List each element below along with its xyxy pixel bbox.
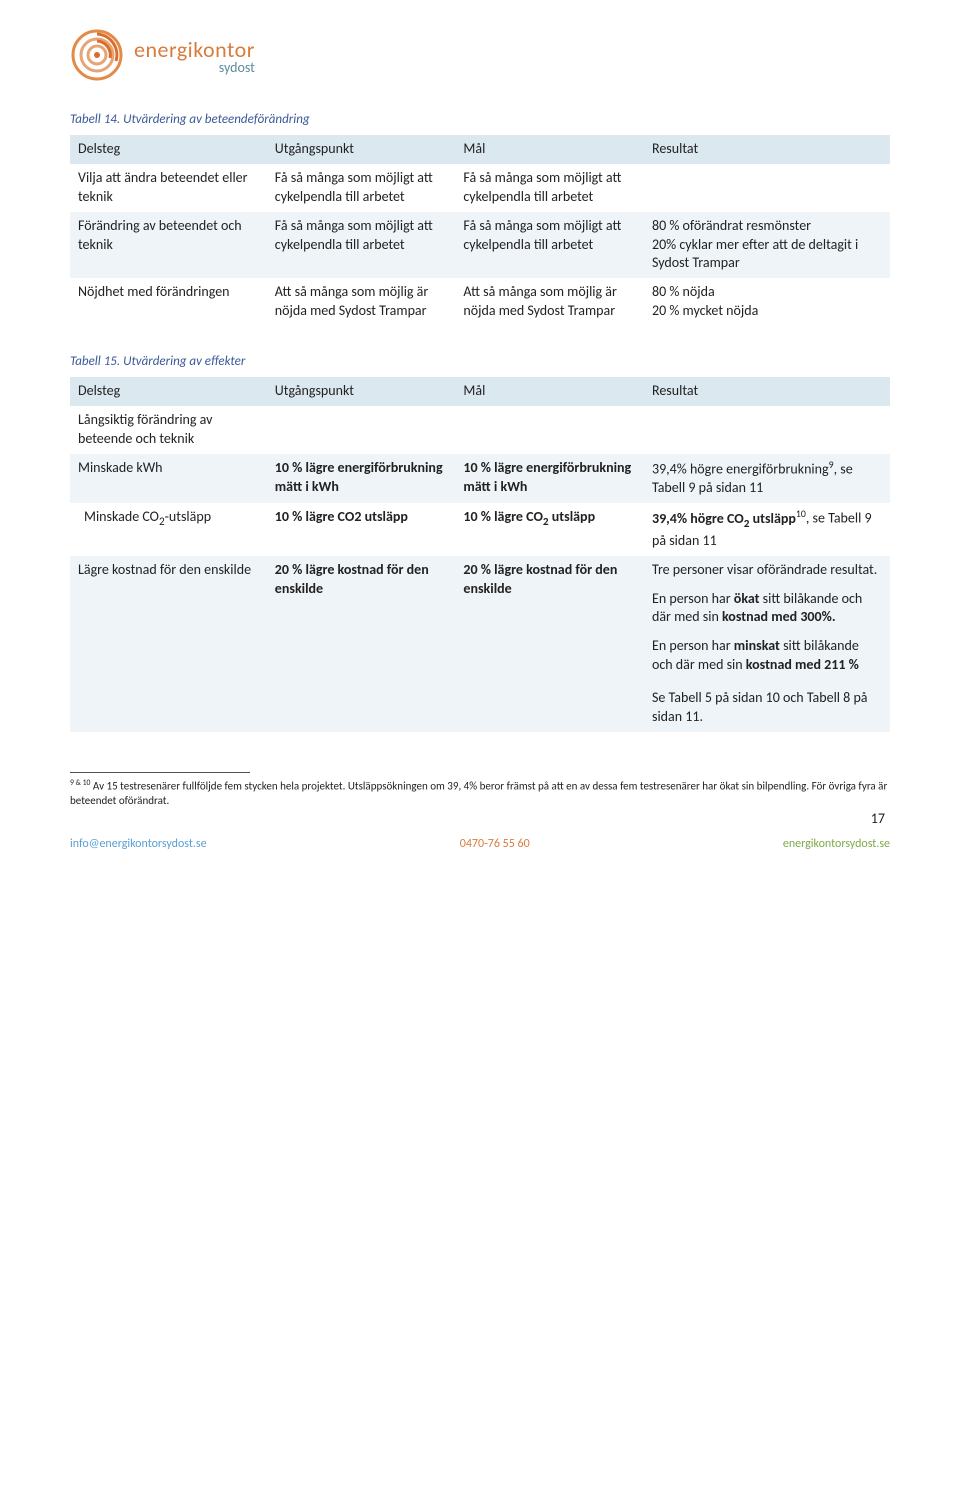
table-row: Nöjdhet med förändringen Att så många so… — [70, 278, 890, 326]
col-header: Delsteg — [70, 377, 267, 406]
cell: 20 % lägre kostnad för den enskilde — [455, 556, 644, 732]
cell: 80 % nöjda 20 % mycket nöjda — [644, 278, 890, 326]
footer-email: info@energikontorsydost.se — [70, 837, 207, 851]
table15: Delsteg Utgångspunkt Mål Resultat Långsi… — [70, 377, 890, 732]
cell: Lägre kostnad för den enskilde — [70, 556, 267, 732]
cell: 10 % lägre energiförbrukning mätt i kWh — [455, 454, 644, 503]
cell-text: 20 % lägre kostnad för den enskilde — [275, 561, 429, 597]
col-header: Mål — [455, 135, 644, 164]
cell-text: 39,4% högre energiförbrukning — [652, 460, 829, 477]
table15-caption: Tabell 15. Utvärdering av effekter — [70, 354, 890, 369]
table-row: Förändring av beteendet och teknik Få så… — [70, 212, 890, 279]
cell: Tre personer visar oförändrade resultat.… — [644, 556, 890, 732]
cell: Få så många som möjligt att cykelpendla … — [455, 164, 644, 212]
table-row: Vilja att ändra beteendet eller teknik F… — [70, 164, 890, 212]
logo-sub: sydost — [134, 61, 255, 75]
cell-text: 10 % lägre CO2 utsläpp — [275, 508, 408, 525]
cell-text: 20 % lägre kostnad för den enskilde — [463, 561, 617, 597]
cell: Att så många som möjlig är nöjda med Syd… — [455, 278, 644, 326]
cell: 80 % oförändrat resmönster 20% cyklar me… — [644, 212, 890, 279]
footnote-ref: 9 & 10 — [70, 779, 90, 788]
cell-text: 10 % lägre energiförbrukning mätt i kWh — [463, 459, 631, 495]
footnote-separator — [70, 772, 250, 773]
cell: 10 % lägre CO2 utsläpp — [267, 503, 456, 555]
cell-para: En person har minskat sitt bilåkande och… — [652, 637, 882, 675]
cell: Nöjdhet med förändringen — [70, 278, 267, 326]
cell-text: kostnad med 211 % — [746, 656, 859, 673]
cell-text: En person har — [652, 590, 734, 607]
cell: Få så många som möjligt att cykelpendla … — [267, 212, 456, 279]
cell: 10 % lägre CO2 utsläpp — [455, 503, 644, 555]
table-header-row: Delsteg Utgångspunkt Mål Resultat — [70, 377, 890, 406]
cell: Minskade kWh — [70, 454, 267, 503]
sup-ref: 10 — [796, 508, 806, 520]
col-header: Utgångspunkt — [267, 135, 456, 164]
footer-site: energikontorsydost.se — [783, 837, 890, 851]
cell: Att så många som möjlig är nöjda med Syd… — [267, 278, 456, 326]
cell-text: utsläpp — [749, 510, 796, 527]
col-header: Resultat — [644, 135, 890, 164]
table14-caption: Tabell 14. Utvärdering av beteendeföränd… — [70, 112, 890, 127]
cell: Vilja att ändra beteendet eller teknik — [70, 164, 267, 212]
cell: 10 % lägre energiförbrukning mätt i kWh — [267, 454, 456, 503]
logo-swirl-icon — [70, 28, 124, 82]
cell: Få så många som möjligt att cykelpendla … — [267, 164, 456, 212]
cell-text: ökat — [734, 590, 760, 607]
cell: 39,4% högre energiförbrukning9, se Tabel… — [644, 454, 890, 503]
cell-text: Minskade CO — [84, 508, 159, 525]
logo: energikontor sydost — [70, 28, 890, 82]
cell: Minskade CO2-utsläpp — [70, 503, 267, 555]
cell: 20 % lägre kostnad för den enskilde — [267, 556, 456, 732]
cell-para: Se Tabell 5 på sidan 10 och Tabell 8 på … — [652, 689, 882, 727]
cell — [644, 164, 890, 212]
table-row: Långsiktig förändring av beteende och te… — [70, 406, 890, 454]
cell-text: 39,4% högre CO — [652, 510, 744, 527]
col-header: Resultat — [644, 377, 890, 406]
col-header: Mål — [455, 377, 644, 406]
cell-text: 10 % lägre energiförbrukning mätt i kWh — [275, 459, 443, 495]
cell-text: En person har — [652, 637, 734, 654]
col-header: Delsteg — [70, 135, 267, 164]
footnote-text: Av 15 testresenärer fullföljde fem styck… — [70, 780, 887, 808]
table-row: Minskade CO2-utsläpp 10 % lägre CO2 utsl… — [70, 503, 890, 555]
cell: Långsiktig förändring av beteende och te… — [70, 406, 267, 454]
cell: Förändring av beteendet och teknik — [70, 212, 267, 279]
cell-text: utsläpp — [549, 508, 596, 525]
cell-text: kostnad med 300%. — [722, 608, 836, 625]
logo-text-wrap: energikontor sydost — [134, 36, 255, 75]
table-row: Minskade kWh 10 % lägre energiförbruknin… — [70, 454, 890, 503]
col-header: Utgångspunkt — [267, 377, 456, 406]
cell — [455, 406, 644, 454]
footer: info@energikontorsydost.se 0470-76 55 60… — [70, 837, 890, 851]
cell: 39,4% högre CO2 utsläpp10, se Tabell 9 p… — [644, 503, 890, 555]
cell — [267, 406, 456, 454]
footer-phone: 0470-76 55 60 — [460, 837, 530, 851]
table-header-row: Delsteg Utgångspunkt Mål Resultat — [70, 135, 890, 164]
cell: Få så många som möjligt att cykelpendla … — [455, 212, 644, 279]
cell — [644, 406, 890, 454]
table14: Delsteg Utgångspunkt Mål Resultat Vilja … — [70, 135, 890, 326]
table-row: Lägre kostnad för den enskilde 20 % lägr… — [70, 556, 890, 732]
cell-para: En person har ökat sitt bilåkande och dä… — [652, 590, 882, 628]
cell-para: Tre personer visar oförändrade resultat. — [652, 561, 882, 580]
cell-text: -utsläpp — [165, 508, 211, 525]
page-number: 17 — [871, 810, 885, 827]
cell-text: 10 % lägre CO — [463, 508, 543, 525]
footnote: 9 & 10 Av 15 testresenärer fullföljde fe… — [70, 779, 890, 809]
cell-text: minskat — [734, 637, 780, 654]
